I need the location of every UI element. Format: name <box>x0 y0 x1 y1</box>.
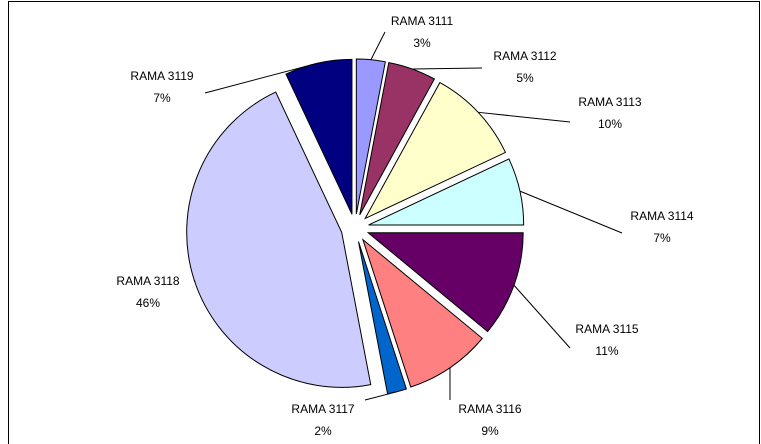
slice-value-label: 2% <box>314 424 332 438</box>
slice-value-label: 5% <box>516 71 534 85</box>
slice-value-label: 7% <box>153 91 171 105</box>
leader-line <box>370 31 386 60</box>
pie-slice <box>361 238 484 388</box>
leader-line <box>478 111 571 123</box>
slice-label: RAMA 3113 <box>578 95 641 109</box>
pie-slice <box>368 158 525 226</box>
leader-line <box>204 62 319 94</box>
leader-line <box>193 280 196 283</box>
slice-label: RAMA 3115 <box>575 322 638 336</box>
slice-label: RAMA 3117 <box>291 402 354 416</box>
leader-line <box>364 391 398 401</box>
leader-line <box>519 190 623 234</box>
slice-value-label: 9% <box>481 424 499 438</box>
slice-label: RAMA 3119 <box>130 69 193 83</box>
slice-value-label: 3% <box>413 36 431 50</box>
leader-line <box>513 284 571 349</box>
pie-slice <box>359 61 436 216</box>
pie-slice <box>366 232 524 333</box>
slice-value-label: 10% <box>598 117 622 131</box>
slice-label: RAMA 3112 <box>493 49 556 63</box>
slice-label: RAMA 3118 <box>116 274 179 288</box>
slice-value-label: 11% <box>595 344 618 358</box>
pie-slice <box>186 91 372 388</box>
slice-label: RAMA 3116 <box>458 402 521 416</box>
slice-label: RAMA 3114 <box>630 209 693 223</box>
slice-label: RAMA 3111 <box>391 14 454 28</box>
slice-value-label: 46% <box>136 296 160 310</box>
slice-value-label: 7% <box>653 231 671 245</box>
leader-line <box>412 67 483 70</box>
